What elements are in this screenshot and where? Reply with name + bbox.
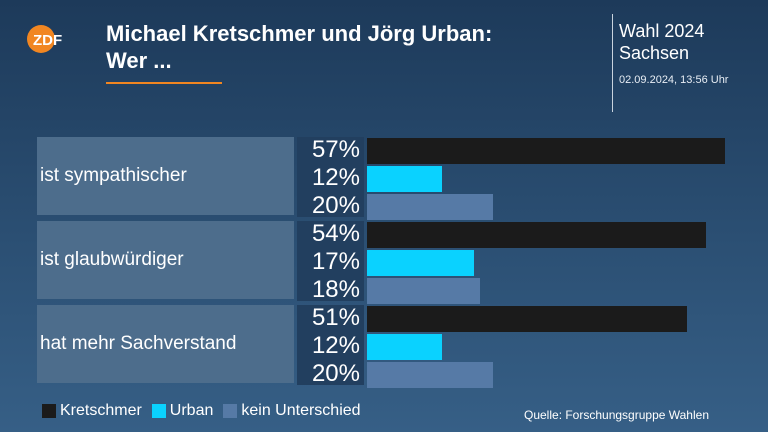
legend-item-kein-unterschied: kein Unterschied <box>223 402 361 420</box>
header-right: Wahl 2024 Sachsen 02.09.2024, 13:56 Uhr <box>619 20 764 86</box>
election-title: Wahl 2024 Sachsen <box>619 21 705 63</box>
bar <box>367 362 493 388</box>
data-label: 57% <box>311 136 360 163</box>
category-box: hat mehr Sachverstand <box>37 305 294 383</box>
data-label: 12% <box>311 164 360 191</box>
data-label: 17% <box>311 248 360 275</box>
source-note: Quelle: Forschungsgruppe Wahlen <box>524 408 709 422</box>
category-box: ist sympathischer <box>37 137 294 215</box>
category-label: ist sympathischer <box>40 165 187 186</box>
bar <box>367 306 687 332</box>
legend-swatch-kein-unterschied <box>223 404 238 418</box>
chart-title: Michael Kretschmer und Jörg Urban: Wer .… <box>106 21 493 73</box>
legend-swatch-kretschmer <box>42 404 56 418</box>
data-label: 18% <box>311 276 360 303</box>
logo-text: ZDF <box>33 32 62 49</box>
bar <box>367 278 480 304</box>
data-label: 12% <box>311 332 360 359</box>
data-label: 54% <box>311 220 360 247</box>
bar <box>367 166 442 192</box>
legend-label-urban: Urban <box>169 402 214 419</box>
bar <box>367 138 725 164</box>
bar <box>367 194 493 220</box>
bar <box>367 222 706 248</box>
category-label: ist glaubwürdiger <box>40 249 184 270</box>
category-box: ist glaubwürdiger <box>37 221 294 299</box>
legend: Kretschmer Urban kein Unterschied <box>42 402 371 420</box>
header-divider <box>612 14 613 112</box>
data-label: 51% <box>311 304 360 331</box>
bar <box>367 334 442 360</box>
legend-swatch-urban <box>151 404 166 418</box>
data-label: 20% <box>311 192 360 219</box>
legend-label-kretschmer: Kretschmer <box>60 402 142 419</box>
legend-item-urban: Urban <box>151 402 214 420</box>
zdf-logo: ZDF <box>27 25 62 53</box>
category-label: hat mehr Sachverstand <box>40 333 237 354</box>
bar <box>367 250 474 276</box>
title-underline <box>106 82 222 84</box>
value-column <box>297 137 364 217</box>
legend-label-kein-unterschied: kein Unterschied <box>241 402 361 419</box>
timestamp: 02.09.2024, 13:56 Uhr <box>619 74 729 86</box>
data-label: 20% <box>311 360 360 387</box>
legend-item-kretschmer: Kretschmer <box>42 402 142 420</box>
value-column <box>297 305 364 385</box>
value-column <box>297 221 364 301</box>
